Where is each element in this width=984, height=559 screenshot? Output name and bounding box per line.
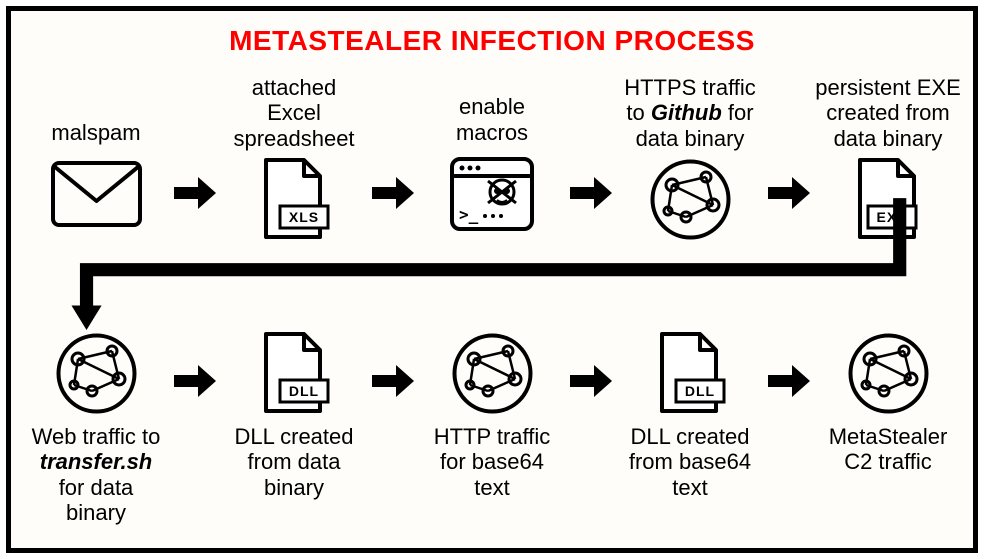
label-dll2: DLL created from base64 text — [629, 416, 751, 500]
arrow-icon — [765, 331, 813, 399]
loopback-arrow — [35, 185, 955, 345]
network-icon — [49, 331, 144, 416]
svg-text:DLL: DLL — [685, 383, 715, 399]
label-xls: attached Excel spreadsheet — [233, 75, 354, 157]
file-dll-icon: DLL — [643, 331, 738, 416]
label-exe: persistent EXE created from data binary — [815, 75, 961, 157]
network-icon — [445, 331, 540, 416]
label-malspam: malspam — [51, 75, 140, 151]
step-transfersh: Web traffic to transfer.sh for data bina… — [21, 331, 171, 525]
label-c2: MetaStealer C2 traffic — [829, 416, 948, 475]
label-macros: enable macros — [456, 75, 528, 151]
label-http-b64: HTTP traffic for base64 text — [434, 416, 551, 500]
arrow-icon — [369, 331, 417, 399]
step-c2: MetaStealer C2 traffic — [813, 331, 963, 475]
label-https-github: HTTPS traffic to Github for data binary — [624, 75, 756, 157]
step-dll2: DLL DLL created from base64 text — [615, 331, 765, 500]
arrow-icon — [171, 331, 219, 399]
label-dll1: DLL created from data binary — [234, 416, 353, 500]
network-icon — [841, 331, 936, 416]
svg-text:DLL: DLL — [289, 383, 319, 399]
file-dll-icon: DLL — [247, 331, 342, 416]
label-transfersh: Web traffic to transfer.sh for data bina… — [32, 416, 161, 525]
arrow-icon — [567, 331, 615, 399]
diagram-frame: METASTEALER INFECTION PROCESS malspam at… — [6, 6, 978, 553]
row-bottom: Web traffic to transfer.sh for data bina… — [11, 331, 973, 525]
step-http-b64: HTTP traffic for base64 text — [417, 331, 567, 500]
step-dll1: DLL DLL created from data binary — [219, 331, 369, 500]
diagram-title: METASTEALER INFECTION PROCESS — [11, 25, 973, 57]
